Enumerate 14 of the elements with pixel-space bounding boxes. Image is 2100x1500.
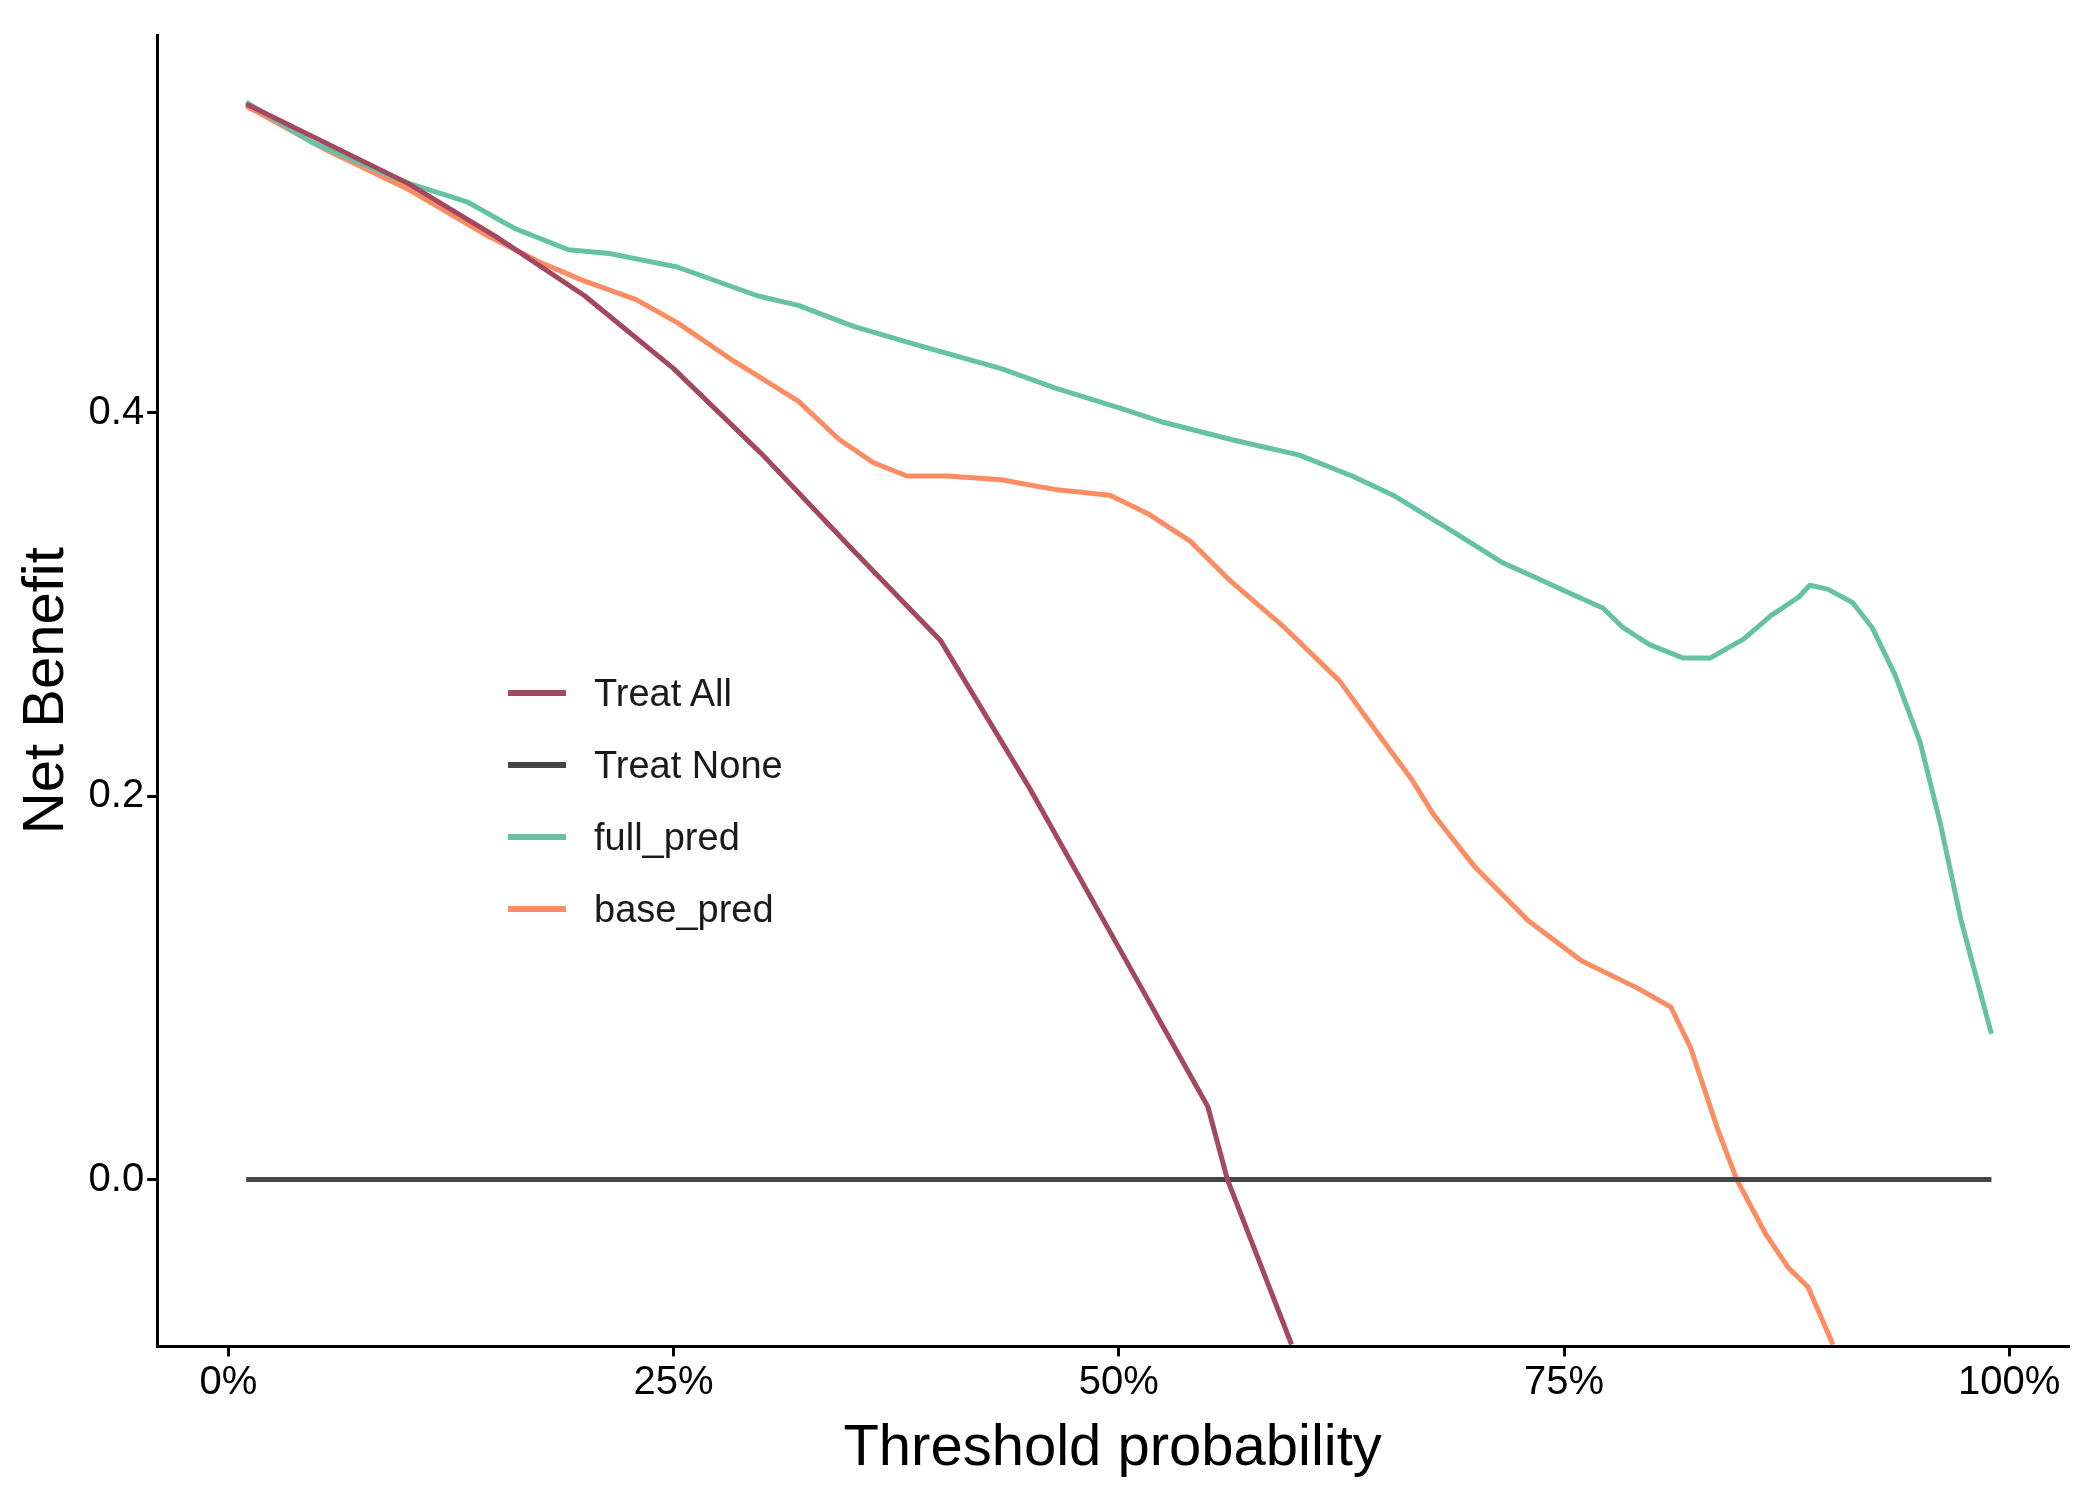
- x-tick-label: 50%: [1078, 1358, 1159, 1403]
- x-tick-label: 100%: [1958, 1358, 2061, 1403]
- y-tick-label: 0.4: [88, 387, 145, 432]
- y-tick-label: 0.0: [88, 1154, 145, 1199]
- x-tick-label: 25%: [633, 1358, 714, 1403]
- x-axis-title: Threshold probability: [843, 1412, 1382, 1478]
- legend-label: Treat All: [594, 671, 732, 716]
- legend-label: base_pred: [594, 887, 774, 932]
- legend-label: full_pred: [594, 815, 740, 860]
- legend-label: Treat None: [594, 743, 783, 788]
- x-tick-label: 0%: [199, 1358, 258, 1403]
- y-tick-label: 0.2: [88, 771, 145, 816]
- x-tick-label: 75%: [1524, 1358, 1605, 1403]
- y-axis-title: Net Benefit: [9, 547, 75, 835]
